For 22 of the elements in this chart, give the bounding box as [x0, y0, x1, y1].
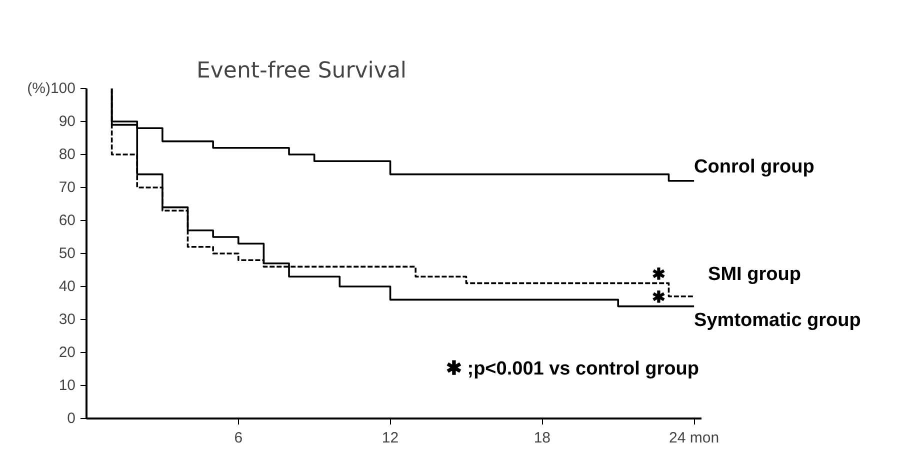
- annotation: ✱: [652, 290, 666, 307]
- y-tick-label: 0: [67, 410, 76, 427]
- annotation: ✱: [652, 266, 666, 284]
- x-tick-label: 6: [234, 430, 243, 446]
- x-tick-label: 24 mon: [669, 430, 720, 446]
- series-label: Symtomatic group: [694, 310, 861, 331]
- x-tick-label: 18: [534, 430, 551, 446]
- y-tick-label: 20: [58, 344, 76, 361]
- chart-title: Event-free Survival: [196, 58, 407, 84]
- y-tick-label: 30: [58, 311, 76, 328]
- x-tick-label: 12: [382, 430, 399, 446]
- y-tick-label: 70: [58, 179, 76, 196]
- series-label: Conrol group: [694, 156, 814, 178]
- y-tick-label: 50: [58, 245, 76, 262]
- y-tick-label: 60: [58, 212, 76, 229]
- y-tick-label: 90: [58, 113, 76, 130]
- annotation: ✱ ;p<0.001 vs control group: [446, 358, 700, 380]
- y-tick-label: (%)100: [27, 80, 76, 97]
- y-tick-label: 10: [58, 377, 76, 394]
- y-tick-label: 40: [58, 278, 76, 295]
- series-label: SMI group: [708, 264, 801, 285]
- y-tick-label: 80: [58, 146, 76, 163]
